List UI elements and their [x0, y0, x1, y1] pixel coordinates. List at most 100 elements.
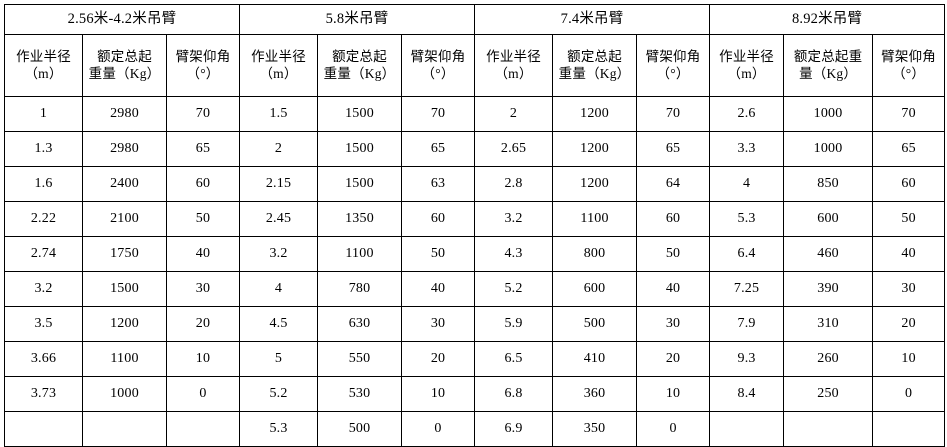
cell-angle: [166, 411, 240, 447]
col-header-line1: 额定总起重: [793, 49, 863, 65]
col-header-radius-3: 作业半径 （m）: [474, 34, 554, 97]
col-header-radius-1: 作业半径 （m）: [4, 34, 83, 97]
col-header-angle-2: 臂架仰角 （°）: [400, 34, 476, 97]
cell-angle: 40: [166, 236, 240, 272]
col-header-radius-2: 作业半径 （m）: [239, 34, 318, 97]
group-title-4: 8.92米吊臂: [709, 4, 946, 35]
cell-angle: 20: [166, 306, 240, 342]
table-row: 3.73 1000 0 5.2 530 10 6.8 360 10 8.4 25…: [4, 376, 946, 412]
cell-angle: 70: [636, 96, 711, 132]
cell-radius: 1.5: [239, 96, 318, 132]
group-title-row: 2.56米-4.2米吊臂 5.8米吊臂 7.4米吊臂 8.92米吊臂: [4, 4, 946, 35]
cell-load: 1000: [783, 131, 874, 167]
group-title-1: 2.56米-4.2米吊臂: [4, 4, 240, 35]
cell-radius: 5.9: [474, 306, 554, 342]
cell-radius: 1.3: [4, 131, 83, 167]
col-header-line1: 额定总起: [332, 49, 387, 65]
cell-load: 310: [783, 306, 874, 342]
cell-radius: 3.2: [239, 236, 318, 272]
table-row: 3.5 1200 20 4.5 630 30 5.9 500 30 7.9 31…: [4, 306, 946, 342]
cell-radius: 2: [239, 131, 318, 167]
cell-load: [82, 411, 167, 447]
col-header-line2: 重量（Kg）: [558, 65, 631, 81]
col-header-line1: 臂架仰角: [881, 49, 936, 65]
cell-load: 1200: [552, 166, 638, 202]
cell-radius: 3.2: [474, 201, 554, 237]
cell-angle: 64: [636, 166, 711, 202]
col-header-load-2: 额定总起 重量（Kg）: [317, 34, 402, 97]
cell-angle: 0: [166, 376, 240, 412]
col-header-line2: （m）: [727, 65, 766, 81]
table-row: 1 2980 70 1.5 1500 70 2 1200 70 2.6 1000…: [4, 96, 946, 132]
cell-angle: 65: [166, 131, 240, 167]
cell-angle: 10: [872, 341, 946, 377]
cell-radius: 3.73: [4, 376, 83, 412]
cell-angle: 65: [636, 131, 711, 167]
col-header-line1: 臂架仰角: [410, 49, 466, 65]
cell-load: 1100: [317, 236, 402, 272]
cell-radius: 2.74: [4, 236, 83, 272]
col-header-load-3: 额定总起 重量（Kg）: [552, 34, 638, 97]
cell-angle: 20: [872, 306, 946, 342]
cell-radius: 3.66: [4, 341, 83, 377]
col-header-line1: 额定总起: [567, 49, 622, 65]
cell-angle: 30: [166, 271, 240, 307]
cell-angle: 10: [636, 376, 711, 412]
col-header-line1: 作业半径: [251, 49, 306, 65]
cell-load: 360: [552, 376, 638, 412]
cell-radius: 4: [239, 271, 318, 307]
cell-radius: 3.2: [4, 271, 83, 307]
table-row: 1.6 2400 60 2.15 1500 63 2.8 1200 64 4 8…: [4, 166, 946, 202]
cell-radius: 3.3: [709, 131, 785, 167]
col-header-line2: （°）: [421, 65, 455, 81]
cell-load: 2980: [82, 96, 167, 132]
cell-radius: 9.3: [709, 341, 785, 377]
cell-angle: 10: [400, 376, 476, 412]
cell-load: 250: [783, 376, 874, 412]
column-header-row: 作业半径 （m） 额定总起 重量（Kg） 臂架仰角 （°） 作业半径 （m） 额…: [4, 34, 946, 97]
cell-load: 1200: [552, 96, 638, 132]
cell-radius: 7.9: [709, 306, 785, 342]
table-row: 3.66 1100 10 5 550 20 6.5 410 20 9.3 260…: [4, 341, 946, 377]
cell-radius: 2.22: [4, 201, 83, 237]
cell-load: 2980: [82, 131, 167, 167]
cell-load: 260: [783, 341, 874, 377]
cell-radius: 2.15: [239, 166, 318, 202]
cell-angle: 40: [636, 271, 711, 307]
cell-radius: 7.25: [709, 271, 785, 307]
col-header-line2: 量（Kg）: [799, 65, 858, 81]
cell-load: 1200: [82, 306, 167, 342]
cell-load: 1500: [82, 271, 167, 307]
cell-angle: 70: [400, 96, 476, 132]
cell-load: 1100: [552, 201, 638, 237]
cell-load: 600: [552, 271, 638, 307]
cell-angle: 10: [166, 341, 240, 377]
cell-radius: 2: [474, 96, 554, 132]
col-header-line2: 重量（Kg）: [323, 65, 396, 81]
col-header-line2: （°）: [656, 65, 690, 81]
col-header-angle-4: 臂架仰角 （°）: [872, 34, 946, 97]
cell-load: 1200: [552, 131, 638, 167]
cell-angle: 60: [872, 166, 946, 202]
table-row: 2.74 1750 40 3.2 1100 50 4.3 800 50 6.4 …: [4, 236, 946, 272]
group-title-3: 7.4米吊臂: [474, 4, 711, 35]
cell-radius: [4, 411, 83, 447]
cell-radius: 2.6: [709, 96, 785, 132]
cell-angle: 40: [400, 271, 476, 307]
cell-angle: 65: [872, 131, 946, 167]
cell-angle: 50: [166, 201, 240, 237]
cell-load: 1500: [317, 131, 402, 167]
cell-angle: 20: [400, 341, 476, 377]
col-header-line2: （m）: [24, 65, 63, 81]
table-row: 1.3 2980 65 2 1500 65 2.65 1200 65 3.3 1…: [4, 131, 946, 167]
group-title-2: 5.8米吊臂: [238, 4, 476, 35]
cell-load: 530: [317, 376, 402, 412]
cell-radius: 2.65: [474, 131, 554, 167]
cell-angle: 70: [872, 96, 946, 132]
cell-angle: 0: [872, 376, 946, 412]
cell-radius: 6.4: [709, 236, 785, 272]
cell-radius: 2.45: [239, 201, 318, 237]
cell-angle: 65: [400, 131, 476, 167]
cell-angle: 63: [400, 166, 476, 202]
